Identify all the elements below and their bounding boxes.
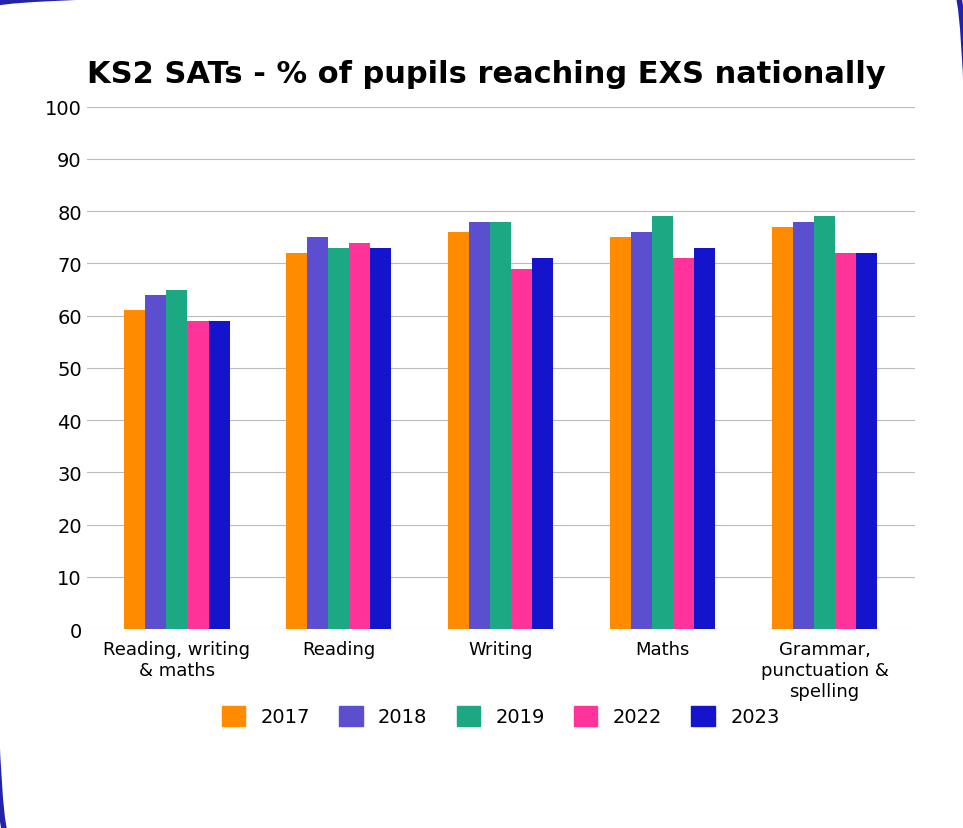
Bar [490,223,511,629]
Bar [835,253,856,629]
Bar [673,259,694,629]
Bar [469,223,490,629]
Bar [610,238,631,629]
Bar [631,233,652,629]
Legend: 2017, 2018, 2019, 2022, 2023: 2017, 2018, 2019, 2022, 2023 [214,698,788,734]
Bar [694,248,716,629]
Bar [856,253,877,629]
Bar [652,217,673,629]
Bar [145,296,167,629]
Bar [793,223,814,629]
Bar [167,291,188,629]
Bar [286,253,307,629]
Bar [350,243,371,629]
Bar [371,248,392,629]
Bar [511,269,533,629]
Text: KS2 SATs - % of pupils reaching EXS nationally: KS2 SATs - % of pupils reaching EXS nati… [87,60,885,89]
Bar [533,259,554,629]
Bar [307,238,328,629]
Bar [814,217,835,629]
Bar [124,311,145,629]
Bar [328,248,350,629]
Bar [209,321,229,629]
Bar [772,228,793,629]
Bar [188,321,209,629]
Bar [448,233,469,629]
